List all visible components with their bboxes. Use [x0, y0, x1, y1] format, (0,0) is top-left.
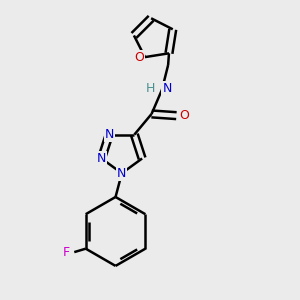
Text: N: N	[162, 82, 172, 95]
Text: O: O	[180, 109, 190, 122]
Text: N: N	[117, 167, 127, 180]
Text: F: F	[63, 246, 70, 259]
Text: O: O	[134, 51, 144, 64]
Text: N: N	[97, 152, 106, 165]
Text: N: N	[105, 128, 114, 141]
Text: H: H	[146, 82, 155, 95]
